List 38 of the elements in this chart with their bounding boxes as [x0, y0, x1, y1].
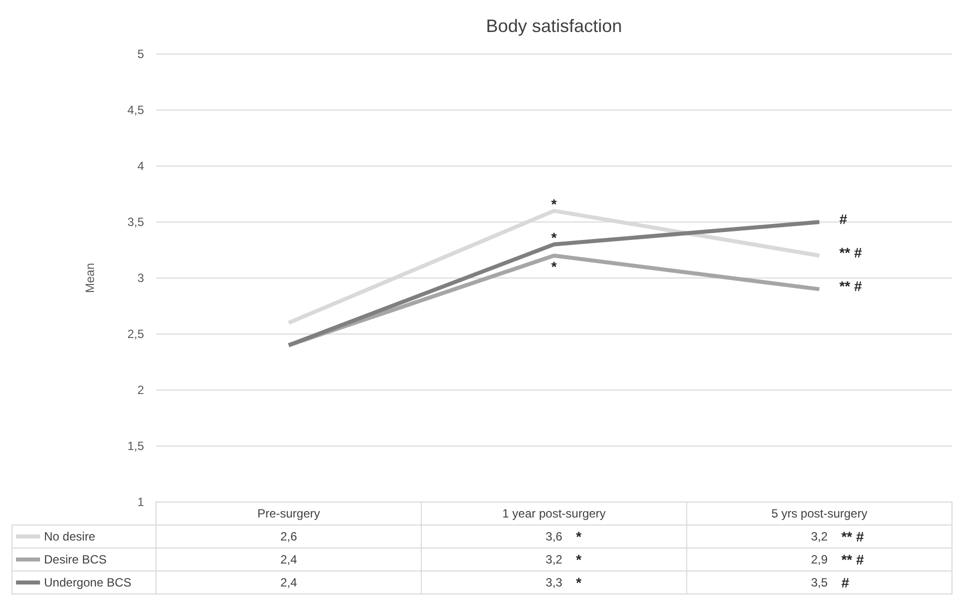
data-label: 3,5 [810, 576, 828, 590]
text: * [576, 551, 582, 568]
data-label: 2,4 [280, 576, 298, 590]
y-tick-label: 4 [137, 159, 144, 174]
data-label: 2,6 [280, 530, 298, 544]
text: * [576, 528, 582, 544]
annotation: * [551, 196, 558, 212]
y-tick-label: 3,5 [127, 215, 144, 230]
y-tick-label: 1,5 [127, 439, 144, 454]
y-tick-label: 1 [137, 495, 144, 510]
y-tick-label: 5 [137, 47, 144, 62]
y-tick-label: 2 [137, 383, 144, 398]
data-label: 2,9 [810, 552, 828, 567]
annotation: * [551, 229, 558, 246]
legend-label: Desire BCS [44, 552, 107, 567]
text: # [841, 574, 850, 590]
annotation: ** # [839, 244, 862, 261]
data-label: 3,3 [546, 576, 563, 590]
data-label: 3,2 [810, 530, 828, 544]
y-axis-title: Mean [83, 262, 97, 294]
data-label: 3,6 [546, 530, 563, 544]
text: ** # [841, 528, 864, 544]
text: ** # [841, 551, 864, 568]
annotation: * [551, 258, 558, 275]
legend-label: No desire [44, 530, 96, 544]
data-label: 2,4 [280, 552, 298, 567]
legend-label: Undergone BCS [44, 576, 132, 590]
y-tick-label: 3 [137, 271, 144, 286]
annotation: ** # [839, 278, 862, 294]
x-tick-label: 5 yrs post-surgery [771, 506, 868, 521]
x-tick-label: 1 year post-surgery [502, 506, 606, 521]
data-label: 3,2 [546, 552, 563, 567]
chart-title: Body satisfaction [486, 16, 622, 36]
y-tick-label: 2,5 [127, 327, 144, 342]
annotation: # [839, 211, 848, 227]
y-tick-label: 4,5 [127, 103, 144, 118]
text: * [576, 574, 582, 590]
x-tick-label: Pre-surgery [257, 506, 320, 521]
